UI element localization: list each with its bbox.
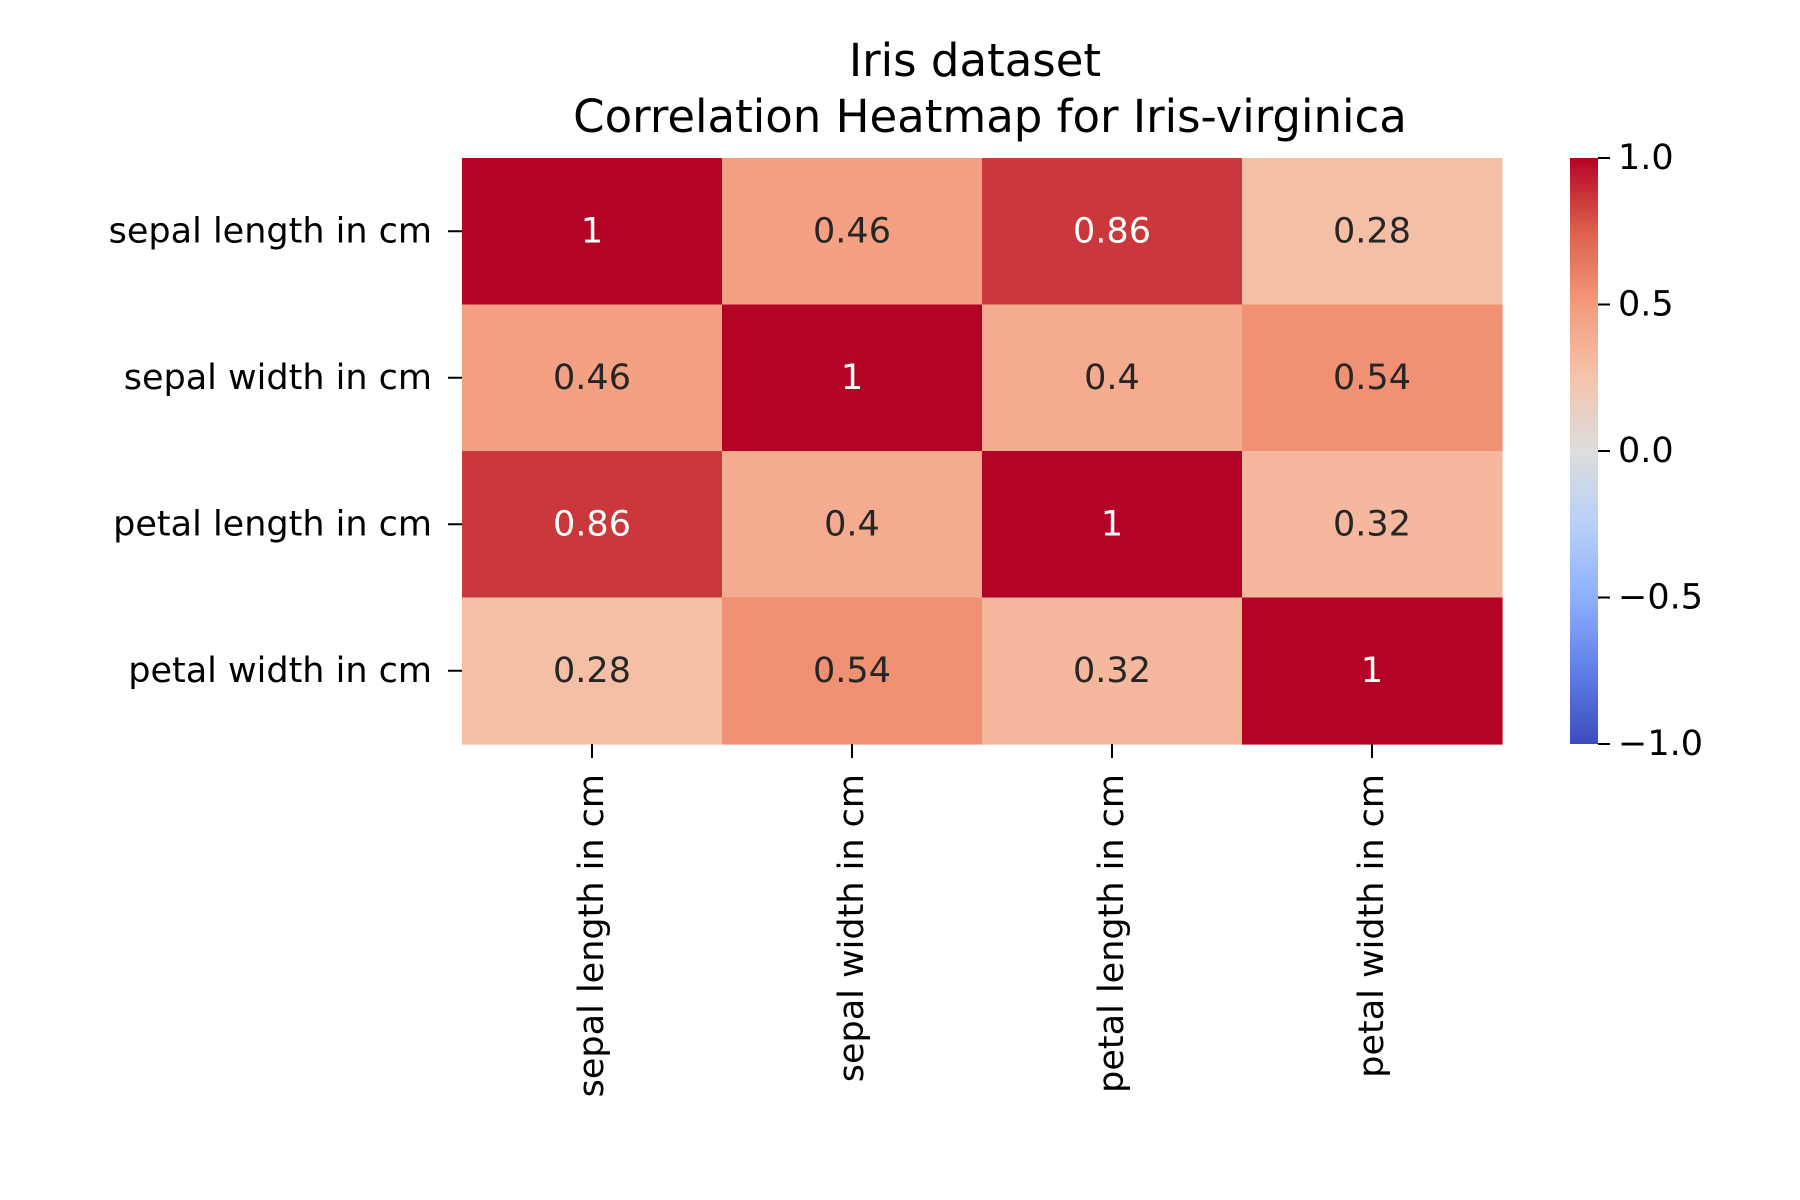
column-tick-label: sepal width in cm bbox=[832, 774, 872, 1082]
heatmap-cells: 1 0.46 0.86 0.28 0.46 1 0.4 0.54 0.86 0.4 1 0.32 0.2… bbox=[462, 158, 1503, 745]
colorbar-tick-label: −1.0 bbox=[1618, 724, 1703, 764]
heatmap-cell bbox=[462, 304, 723, 452]
cell-annotation: 0.54 bbox=[1333, 358, 1411, 398]
cell-annotation: 0.54 bbox=[813, 651, 891, 691]
column-tick-label: petal length in cm bbox=[1092, 774, 1132, 1093]
chart-title: Iris dataset bbox=[849, 34, 1101, 87]
cell-annotation: 0.46 bbox=[813, 211, 891, 251]
heatmap-cell bbox=[982, 451, 1243, 599]
cell-annotation: 0.4 bbox=[824, 504, 880, 544]
row-tick-label: petal width in cm bbox=[128, 651, 432, 691]
heatmap-cell bbox=[1242, 304, 1503, 452]
chart-subtitle: Correlation Heatmap for Iris-virginica bbox=[573, 90, 1407, 143]
cell-annotation: 1 bbox=[841, 358, 863, 398]
row-tick-label: petal length in cm bbox=[113, 504, 432, 544]
row-tick-label: sepal length in cm bbox=[109, 211, 432, 251]
row-axis: sepal length in cm sepal width in cm petal… bbox=[109, 211, 462, 691]
heatmap-cell bbox=[722, 304, 983, 452]
heatmap-cell bbox=[982, 304, 1243, 452]
heatmap-cell bbox=[1242, 158, 1503, 306]
heatmap-cell bbox=[982, 158, 1243, 306]
heatmap-cell bbox=[462, 451, 723, 599]
cell-annotation: 1 bbox=[1101, 504, 1123, 544]
heatmap-cell bbox=[462, 158, 723, 306]
cell-annotation: 0.28 bbox=[553, 651, 631, 691]
cell-annotation: 1 bbox=[581, 211, 603, 251]
cell-annotation: 0.86 bbox=[553, 504, 631, 544]
column-axis: sepal length in cm sepal width in cm petal… bbox=[572, 744, 1392, 1097]
column-tick-label: petal width in cm bbox=[1352, 774, 1392, 1078]
column-tick-label: sepal length in cm bbox=[572, 774, 612, 1097]
cell-annotation: 0.32 bbox=[1073, 651, 1151, 691]
colorbar-tick-label: 0.0 bbox=[1618, 431, 1674, 471]
colorbar-tick-label: −0.5 bbox=[1618, 578, 1703, 618]
cell-annotation: 1 bbox=[1361, 651, 1383, 691]
heatmap-cell bbox=[1242, 597, 1503, 745]
heatmap-cell bbox=[982, 597, 1243, 745]
colorbar-tick-label: 0.5 bbox=[1618, 285, 1674, 325]
cell-annotation: 0.4 bbox=[1084, 358, 1140, 398]
heatmap-cell bbox=[722, 451, 983, 599]
row-tick-label: sepal width in cm bbox=[124, 358, 432, 398]
heatmap-cell bbox=[722, 158, 983, 306]
cell-annotation: 0.32 bbox=[1333, 504, 1411, 544]
cell-annotation: 0.28 bbox=[1333, 211, 1411, 251]
colorbar-gradient bbox=[1570, 158, 1598, 744]
heatmap-cell bbox=[1242, 451, 1503, 599]
cell-annotation: 0.86 bbox=[1073, 211, 1151, 251]
heatmap-cell bbox=[462, 597, 723, 745]
colorbar-tick-label: 1.0 bbox=[1618, 138, 1674, 178]
cell-annotation: 0.46 bbox=[553, 358, 631, 398]
colorbar: 1.0 0.5 0.0 −0.5 −1.0 bbox=[1570, 138, 1703, 764]
heatmap-cell bbox=[722, 597, 983, 745]
